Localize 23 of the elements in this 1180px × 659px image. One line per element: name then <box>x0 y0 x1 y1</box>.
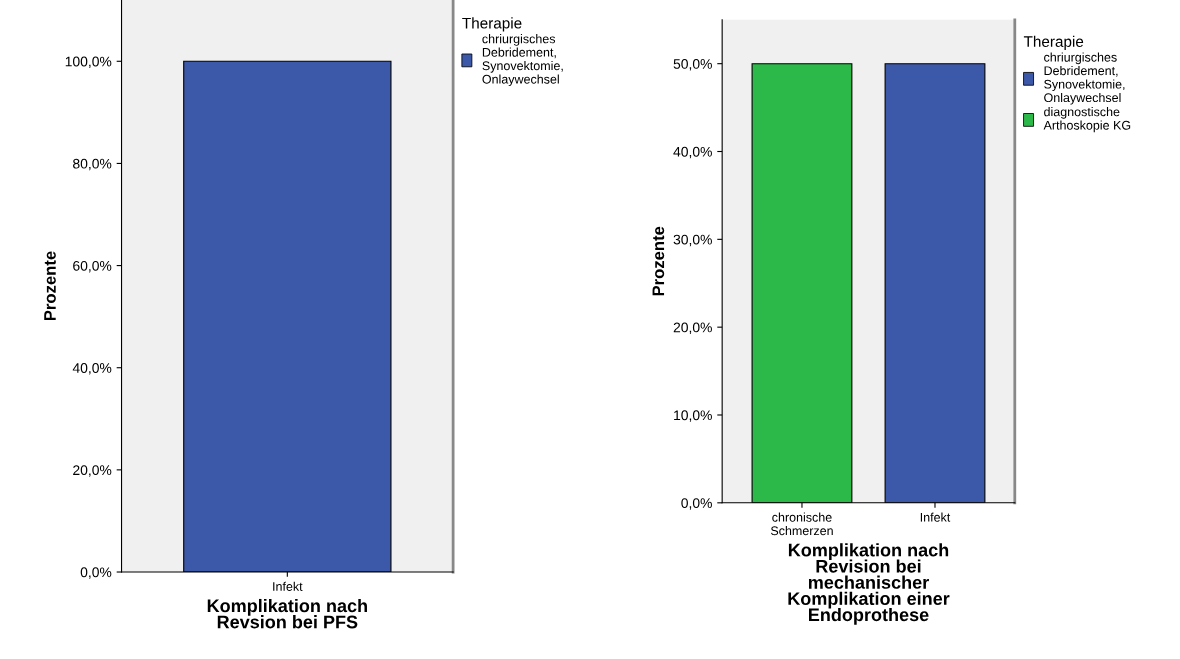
y-tick-label: 0,0% <box>80 567 112 579</box>
y-tick-label: 30,0% <box>673 234 712 247</box>
legend-title: Therapie <box>462 17 522 32</box>
x-tick-label: chronische Schmerzen <box>770 512 833 536</box>
y-axis-title: Prozente <box>652 226 665 296</box>
y-tick-label: 10,0% <box>674 410 712 422</box>
x-tick-label: Infekt <box>920 512 951 522</box>
y-tick-label: 100,0% <box>65 56 112 69</box>
y-tick-label: 60,0% <box>73 260 112 273</box>
y-tick-label: 20,0% <box>73 465 112 477</box>
y-tick-label: 50,0% <box>673 59 712 71</box>
legend-label: diagnostische Arthoskopie KG <box>1043 107 1131 133</box>
x-tick-label: Infekt <box>273 581 303 591</box>
y-axis-title: Prozente <box>44 251 56 321</box>
y-tick-label: 40,0% <box>72 363 112 375</box>
legend-label: chriurgisches Debridement, Synovektomie, Onlaywechsel <box>482 34 563 87</box>
y-tick-label: 80,0% <box>73 158 112 171</box>
legend-title: Therapie <box>1023 35 1084 51</box>
x-axis-title: Komplikation nach Revsion bei PFS <box>207 598 367 629</box>
y-tick-label: 40,0% <box>673 146 712 159</box>
y-tick-label: 0,0% <box>681 498 712 510</box>
x-axis-title: Komplikation nach Revision bei mechanischer Komplikation einer Endoprothese <box>788 543 950 625</box>
y-tick-label: 20,0% <box>673 322 712 334</box>
